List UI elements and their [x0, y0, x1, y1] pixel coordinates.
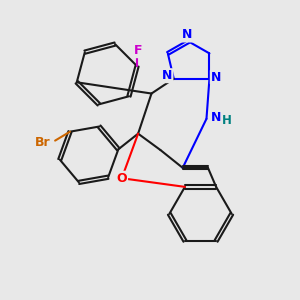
Text: N: N [211, 71, 221, 84]
Text: N: N [211, 111, 221, 124]
Text: F: F [134, 44, 142, 57]
Text: H: H [222, 114, 232, 127]
Text: O: O [116, 172, 127, 185]
Text: Br: Br [35, 136, 50, 148]
Text: N: N [182, 28, 192, 41]
Text: N: N [162, 69, 172, 82]
